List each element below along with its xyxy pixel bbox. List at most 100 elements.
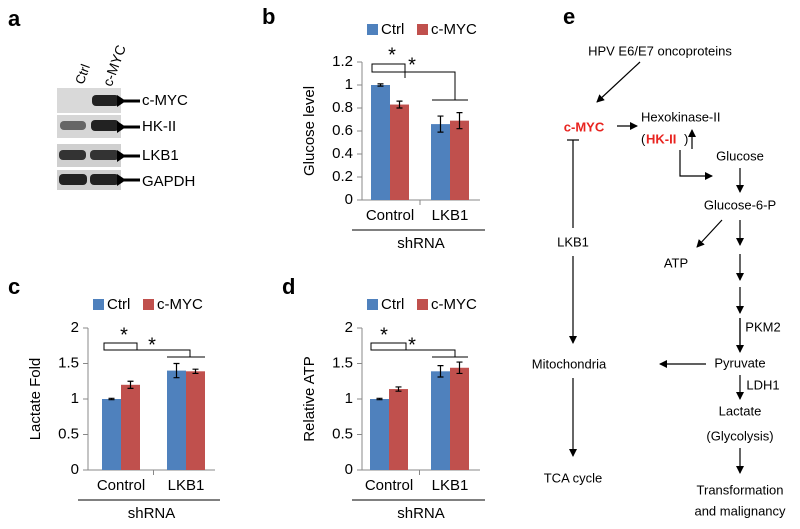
band-label: HK-II [142, 118, 176, 135]
y-tick-label: 1 [345, 76, 353, 93]
node: c-MYC [564, 119, 605, 134]
band-label: c-MYC [142, 92, 188, 109]
node: ATP [664, 255, 688, 270]
node: Pyruvate [714, 355, 765, 370]
y-tick-label: 0 [345, 191, 353, 208]
band-label: LKB1 [142, 147, 179, 164]
significance-bracket [103, 343, 191, 357]
pathway-diagram: e HPV E6/E7 oncoproteins c-MYC Hexokinas… [532, 4, 786, 519]
legend-label: Ctrl [381, 296, 404, 313]
y-axis-label: Relative ATP [301, 356, 318, 442]
node: HPV E6/E7 oncoproteins [588, 43, 732, 58]
lane-label: Ctrl [72, 62, 93, 86]
node: TCA cycle [544, 470, 603, 485]
significance-bracket [370, 343, 456, 357]
y-tick-label: 1 [345, 390, 353, 407]
y-tick-label: 2 [345, 319, 353, 336]
node: (Glycolysis) [706, 428, 773, 443]
error-bar [127, 380, 134, 389]
error-bar [395, 386, 402, 392]
y-tick-label: 0.5 [58, 425, 79, 442]
panel-label: e [563, 4, 575, 29]
x-tick-label: Control [97, 477, 145, 494]
x-tick-label: Control [365, 477, 413, 494]
legend-swatch [367, 24, 378, 35]
bar [186, 371, 205, 470]
y-tick-label: 0.2 [332, 168, 353, 185]
node: PKM2 [745, 319, 780, 334]
x-axis-label: shRNA [397, 235, 445, 252]
y-tick-label: 0.4 [332, 145, 353, 162]
bar [450, 367, 469, 470]
node: HK-II [646, 131, 676, 146]
bar [121, 384, 140, 470]
node: Glucose-6-P [704, 197, 776, 212]
legend-label: c-MYC [157, 296, 203, 313]
error-bar [456, 361, 463, 375]
node: Mitochondria [532, 356, 607, 371]
x-axis-label: shRNA [128, 505, 176, 522]
x-axis-label: shRNA [397, 505, 445, 522]
significance-bracket [371, 64, 456, 100]
y-tick-label: 0.6 [332, 122, 353, 139]
legend-label: c-MYC [431, 21, 477, 38]
x-tick-label: Control [366, 207, 414, 224]
node: LDH1 [746, 377, 779, 392]
node: Transformation [697, 482, 784, 497]
blot-image [57, 88, 121, 190]
y-tick-label: 1 [71, 390, 79, 407]
legend-swatch [367, 299, 378, 310]
error-bar [456, 112, 463, 130]
node: ( [641, 131, 646, 146]
significance-star: * [388, 44, 396, 66]
bar [450, 120, 469, 200]
panel-label: c [8, 274, 20, 299]
node: Hexokinase-II [641, 109, 720, 124]
panel-label: d [282, 274, 295, 299]
y-tick-label: 0.5 [332, 425, 353, 442]
error-bar [173, 362, 180, 379]
legend-swatch [417, 24, 428, 35]
significance-star: * [148, 334, 156, 356]
node: LKB1 [557, 234, 589, 249]
error-bar [437, 115, 444, 133]
error-bar [437, 365, 444, 378]
legend-swatch [93, 299, 104, 310]
error-bar [396, 100, 403, 109]
y-axis-label: Lactate Fold [27, 358, 44, 441]
legend-swatch [143, 299, 154, 310]
significance-star: * [380, 324, 388, 346]
bar [370, 399, 389, 470]
x-tick-label: LKB1 [432, 207, 469, 224]
y-tick-label: 2 [71, 319, 79, 336]
error-bar [376, 397, 383, 401]
legend-label: c-MYC [431, 296, 477, 313]
node: Lactate [719, 403, 762, 418]
y-axis-label: Glucose level [301, 86, 318, 176]
y-tick-label: 0 [71, 461, 79, 478]
error-bar [377, 83, 384, 87]
bar [390, 104, 409, 200]
bar [167, 370, 186, 470]
significance-star: * [120, 324, 128, 346]
band-label: GAPDH [142, 173, 195, 190]
significance-star: * [408, 54, 416, 76]
bar [102, 399, 121, 470]
bar [389, 389, 408, 470]
y-tick-label: 0.8 [332, 99, 353, 116]
node: and malignancy [694, 503, 786, 518]
panel-label: b [262, 4, 275, 29]
lane-label: c-MYC [99, 43, 129, 89]
error-bar [108, 397, 115, 401]
y-tick-label: 1.5 [58, 354, 79, 371]
bar [371, 85, 390, 200]
error-bar [192, 368, 199, 375]
bar [431, 124, 450, 200]
legend-label: Ctrl [381, 21, 404, 38]
significance-star: * [408, 334, 416, 356]
y-tick-label: 1.2 [332, 53, 353, 70]
x-tick-label: LKB1 [432, 477, 469, 494]
y-tick-label: 0 [345, 461, 353, 478]
node: Glucose [716, 148, 764, 163]
